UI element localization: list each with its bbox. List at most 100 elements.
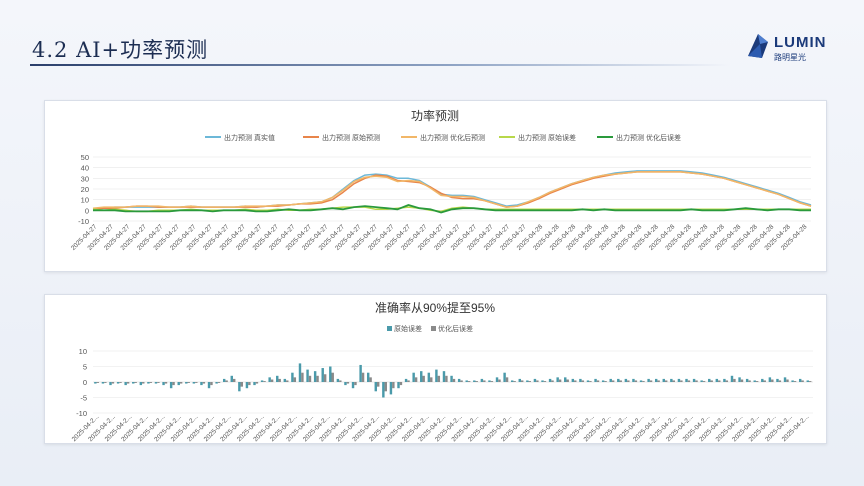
legend-item-raw_pred: 出力预测 原始预测	[303, 133, 380, 142]
bar-bar_opt	[407, 380, 410, 382]
bar-bar_opt	[361, 372, 365, 382]
bar-bar_opt	[778, 380, 782, 382]
bar-bar_opt	[286, 380, 289, 382]
brand-logo: LUMIN 路明星光	[744, 30, 844, 66]
bar-bar_raw	[783, 377, 787, 382]
legend-swatch-bar_raw	[387, 326, 392, 331]
bar-bar_opt	[710, 380, 713, 382]
bar-bar_opt	[376, 382, 380, 387]
bar-bar_raw	[321, 368, 324, 382]
logo-name: LUMIN	[774, 34, 827, 51]
legend-item-bar_raw: 原始误差	[387, 324, 422, 333]
bar-bar_raw	[776, 378, 779, 382]
bar-bar_opt	[634, 380, 638, 382]
bar-bar_opt	[763, 380, 766, 382]
bar-bar_raw	[594, 378, 597, 382]
bar-bar_opt	[422, 375, 425, 382]
bar-bar_raw	[677, 378, 681, 382]
series-line-opt_err	[93, 204, 811, 214]
bar-bar_opt	[589, 381, 592, 382]
bar-bar_raw	[662, 378, 665, 382]
bar-bar_raw	[571, 378, 575, 382]
bar-bar_opt	[452, 378, 456, 382]
bar-bar_raw	[700, 380, 703, 382]
y-tick-label: 30	[81, 174, 89, 183]
bar-bar_opt	[104, 382, 107, 383]
bar-bar_raw	[109, 382, 112, 386]
bar-bar_raw	[435, 369, 438, 382]
bar-bar_opt	[664, 380, 668, 382]
bar-bar_raw	[533, 378, 537, 382]
legend-label-raw_pred: 出力预测 原始预测	[322, 133, 380, 142]
bar-bar_opt	[354, 382, 357, 386]
bar-bar_opt	[596, 380, 600, 382]
bar-bar_opt	[513, 381, 516, 382]
bar-bar_raw	[556, 377, 559, 382]
legend-item-bar_opt: 优化后误差	[431, 324, 473, 333]
bar-bar_raw	[366, 372, 370, 382]
bar-bar_opt	[392, 382, 395, 389]
series-line-real	[93, 170, 812, 209]
bar-bar_raw	[177, 382, 180, 386]
bar-bar_raw	[207, 382, 211, 389]
legend-label-opt_err: 出力预测 优化后误差	[616, 133, 681, 142]
legend-label-bar_raw: 原始误差	[394, 324, 422, 333]
bar-bar_opt	[172, 382, 175, 386]
bar-bar_opt	[771, 379, 774, 382]
bar-bar_opt	[195, 382, 198, 383]
bar-bar_raw	[101, 382, 105, 384]
bar-bar_raw	[564, 377, 567, 382]
legend-item-opt_err: 出力预测 优化后误差	[597, 133, 681, 142]
legend-item-opt_pred: 出力预测 优化后预测	[401, 133, 485, 142]
bar-bar_opt	[331, 372, 334, 382]
bar-bar_opt	[808, 381, 812, 382]
bar-bar_opt	[748, 380, 751, 382]
bar-bar_opt	[657, 380, 660, 382]
bar-bar_raw	[745, 378, 749, 382]
bar-bar_raw	[132, 382, 135, 384]
bar-bar_opt	[187, 382, 190, 383]
bar-bar_raw	[260, 380, 264, 382]
accuracy-panel: 准确率从90%提至95% 原始误差 优化后误差 -10 -5 0 5 10 2025-04-2.…	[44, 294, 827, 444]
bar-bar_raw	[639, 380, 643, 382]
accuracy-chart: 准确率从90%提至95%原始误差 优化后误差-10-505102025-04-2.…	[71, 300, 813, 443]
bar-bar_raw	[624, 378, 628, 382]
bar-bar_raw	[389, 382, 393, 395]
bar-bar_opt	[740, 379, 744, 382]
legend-label-opt_pred: 出力预测 优化后预测	[420, 133, 485, 142]
bar-bar_opt	[430, 377, 433, 382]
bar-bar_raw	[313, 371, 317, 382]
bar-bar_raw	[768, 377, 772, 382]
legend-swatch-bar_opt	[431, 326, 436, 331]
bar-bar_raw	[124, 382, 127, 386]
bar-bar_opt	[179, 382, 183, 384]
bar-bar_raw	[685, 378, 688, 382]
series-line-opt_pred	[92, 171, 812, 209]
bar-bar_raw	[412, 372, 415, 382]
bar-bar_raw	[601, 380, 605, 382]
bar-bar_raw	[291, 372, 294, 382]
bar-bar_opt	[786, 379, 789, 382]
bar-bar_raw	[730, 375, 734, 382]
bar-bar_opt	[399, 382, 403, 386]
bar-bar_opt	[323, 374, 327, 382]
bar-bar_opt	[680, 380, 683, 382]
bar-bar_opt	[134, 382, 137, 383]
bar-bar_opt	[755, 381, 759, 382]
bar-bar_opt	[217, 382, 221, 383]
bar-bar_raw	[715, 378, 719, 382]
bar-bar_opt	[384, 382, 387, 392]
lumin-logo-icon	[748, 34, 768, 58]
bar-bar_raw	[253, 382, 256, 386]
bar-bar_raw	[526, 380, 529, 382]
bar-bar_raw	[579, 378, 582, 382]
bar-bar_raw	[798, 378, 802, 382]
bar-bar_opt	[467, 381, 471, 382]
legend-label-real: 出力预测 真实值	[224, 133, 275, 142]
bar-bar_raw	[632, 378, 635, 382]
bar-bar_raw	[503, 372, 506, 382]
bar-bar_raw	[647, 378, 650, 382]
bar-bar_opt	[248, 382, 251, 386]
bar-bar_opt	[270, 379, 274, 382]
